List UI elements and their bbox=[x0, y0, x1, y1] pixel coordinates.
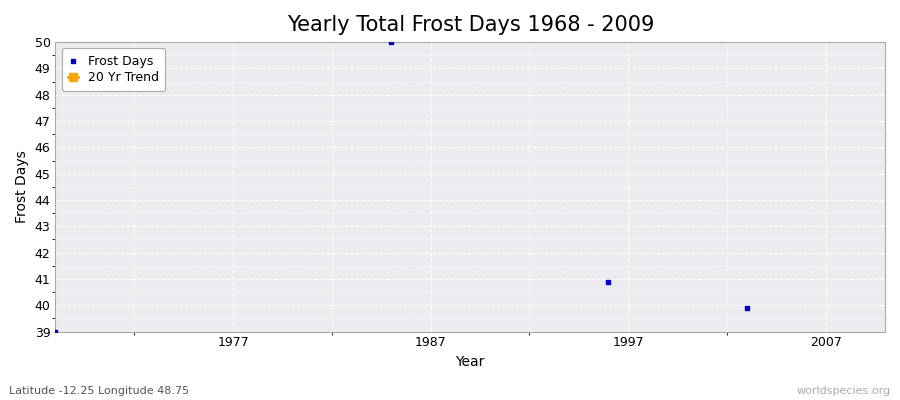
Frost Days bbox=[601, 278, 616, 285]
X-axis label: Year: Year bbox=[455, 355, 485, 369]
Title: Yearly Total Frost Days 1968 - 2009: Yearly Total Frost Days 1968 - 2009 bbox=[286, 15, 654, 35]
Frost Days bbox=[384, 39, 399, 45]
Legend: Frost Days, 20 Yr Trend: Frost Days, 20 Yr Trend bbox=[62, 48, 166, 91]
Text: worldspecies.org: worldspecies.org bbox=[796, 386, 891, 396]
Text: Latitude -12.25 Longitude 48.75: Latitude -12.25 Longitude 48.75 bbox=[9, 386, 189, 396]
Frost Days bbox=[740, 305, 754, 311]
Frost Days bbox=[49, 328, 63, 335]
Y-axis label: Frost Days: Frost Days bbox=[15, 150, 29, 223]
